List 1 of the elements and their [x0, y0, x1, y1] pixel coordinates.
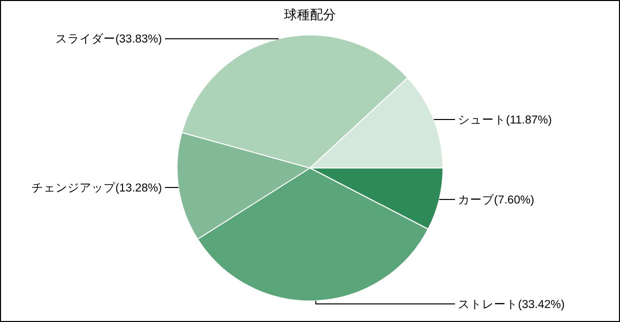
title: 球種配分 [284, 7, 336, 22]
